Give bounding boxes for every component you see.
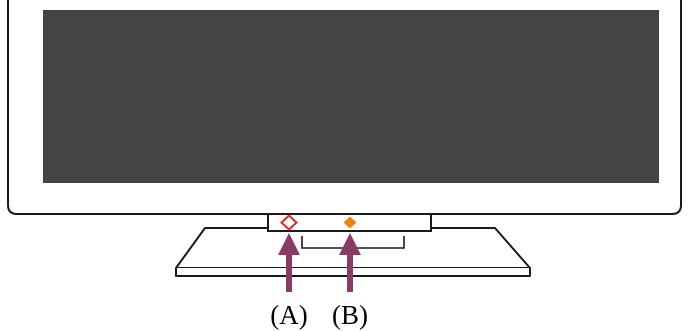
up-arrow-icon bbox=[339, 233, 361, 292]
solid-diamond-icon bbox=[343, 216, 357, 229]
up-arrow-icon bbox=[278, 233, 300, 292]
label-a: (A) bbox=[270, 300, 307, 330]
tv-screen bbox=[43, 10, 659, 183]
hollow-diamond-icon bbox=[280, 214, 298, 231]
label-b: (B) bbox=[332, 300, 368, 330]
